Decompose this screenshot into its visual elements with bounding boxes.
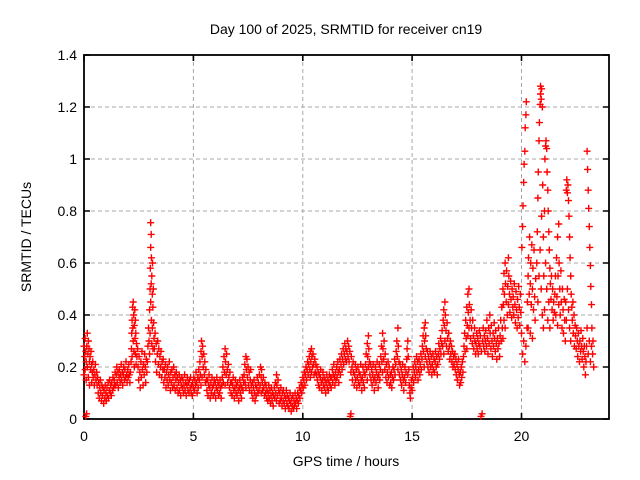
y-tick-labels: 0 0.2 0.4 0.6 0.8 1 1.2 1.4 (58, 47, 78, 427)
x-tick-label: 5 (190, 428, 198, 444)
y-tick-label: 0.2 (58, 359, 78, 375)
y-axis-label: SRMTID / TECUs (18, 182, 34, 292)
x-tick-label: 0 (80, 428, 88, 444)
gridlines (84, 55, 609, 419)
y-tick-label: 0.4 (58, 307, 78, 323)
x-tick-label: 20 (514, 428, 530, 444)
x-tick-labels: 0 5 10 15 20 (80, 428, 529, 444)
y-tick-label: 0.6 (58, 255, 78, 271)
data-points (80, 82, 598, 420)
x-axis-label: GPS time / hours (293, 453, 400, 469)
grid-line (84, 55, 609, 419)
x-tick-label: 10 (295, 428, 311, 444)
y-tick-label: 1.2 (58, 99, 78, 115)
y-tick-label: 1.4 (58, 47, 78, 63)
y-tick-label: 0 (69, 411, 77, 427)
x-tick-label: 15 (404, 428, 420, 444)
chart-title: Day 100 of 2025, SRMTID for receiver cn1… (210, 21, 483, 37)
y-tick-label: 0.8 (58, 203, 78, 219)
plot-border (83, 54, 610, 420)
y-tick-label: 1 (69, 151, 77, 167)
